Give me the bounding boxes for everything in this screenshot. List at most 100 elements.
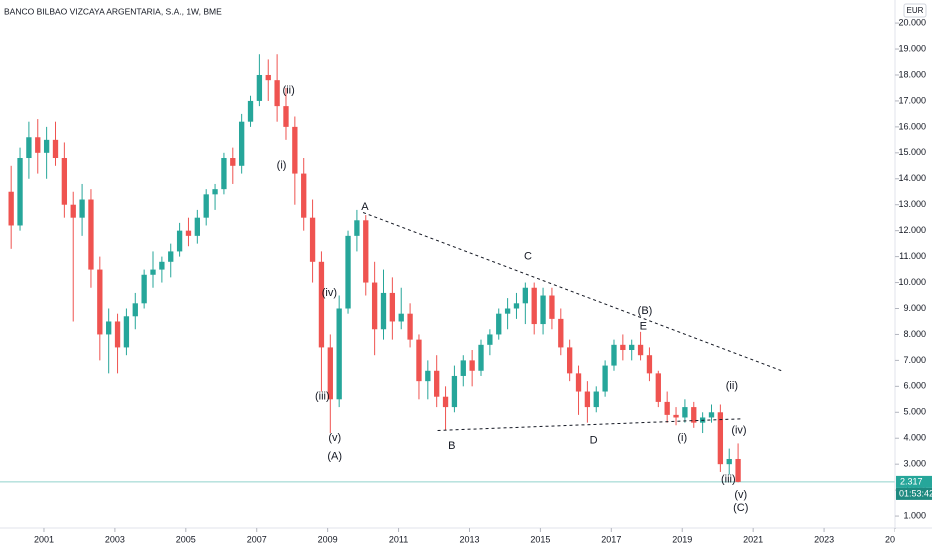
wave-label: (i) bbox=[677, 432, 687, 444]
candle-body bbox=[318, 261, 325, 348]
candle-body bbox=[451, 375, 458, 408]
candle-body bbox=[17, 158, 23, 226]
candle-body bbox=[487, 334, 493, 345]
candle-body bbox=[602, 365, 608, 392]
candle-body bbox=[114, 321, 121, 348]
wave-label: E bbox=[640, 321, 647, 333]
candle-body bbox=[274, 80, 280, 107]
time-axis-corner bbox=[895, 529, 932, 550]
axes: 1.0002.0003.0004.0005.0006.0007.0008.000… bbox=[34, 17, 932, 550]
price-label: 2.317 bbox=[900, 476, 923, 486]
candle-body bbox=[575, 373, 582, 392]
candle-body bbox=[247, 100, 254, 122]
candle-body bbox=[416, 339, 422, 382]
candle-body bbox=[522, 287, 528, 304]
candle-body bbox=[726, 458, 732, 465]
candle-body bbox=[256, 74, 263, 101]
candle-body bbox=[513, 303, 520, 309]
candle-body bbox=[682, 407, 688, 418]
candle-body bbox=[363, 220, 369, 283]
price-axis bbox=[895, 0, 932, 550]
candle-body bbox=[584, 391, 591, 408]
candle-body bbox=[442, 396, 449, 408]
trendline bbox=[362, 212, 782, 372]
plot: (ii) (i) A (iv) (iii) (v) (A) B C D (B) E (ii) (i) (iv… bbox=[0, 54, 895, 514]
candle-body bbox=[735, 458, 741, 482]
chart-title: BANCO BILBAO VIZCAYA ARGENTARIA, S.A., 1… bbox=[4, 6, 222, 16]
candle-body bbox=[221, 158, 227, 190]
candle-body bbox=[708, 412, 715, 418]
y-tick-label: 6.000 bbox=[903, 381, 926, 391]
candle-body bbox=[655, 373, 661, 402]
y-tick-label: 5.000 bbox=[903, 407, 926, 417]
candle-body bbox=[309, 217, 316, 262]
wave-label: (C) bbox=[733, 502, 748, 514]
candle-body bbox=[301, 173, 307, 218]
countdown: 01:53:42 bbox=[899, 488, 932, 498]
candle-body bbox=[504, 308, 511, 314]
candle-body bbox=[43, 139, 50, 153]
y-tick-label: 3.000 bbox=[903, 459, 926, 469]
y-tick-label: 9.000 bbox=[903, 303, 926, 313]
y-tick-label: 8.000 bbox=[903, 329, 926, 339]
x-tick-label: 2011 bbox=[389, 534, 408, 544]
candle-body bbox=[549, 295, 555, 319]
candle-body bbox=[150, 269, 156, 275]
candle-body bbox=[88, 199, 94, 270]
wave-label: (i) bbox=[277, 160, 287, 172]
candle-body bbox=[496, 313, 502, 335]
x-tick-label: 2007 bbox=[247, 534, 267, 544]
candle-body bbox=[106, 321, 112, 335]
candle-body bbox=[292, 126, 298, 174]
wave-label: C bbox=[524, 251, 532, 263]
y-tick-label: 10.000 bbox=[898, 277, 926, 287]
wave-label: (iii) bbox=[721, 474, 736, 486]
candle-body bbox=[611, 344, 617, 366]
candle-body bbox=[97, 269, 103, 335]
wave-label: (iv) bbox=[322, 287, 337, 299]
wave-label: A bbox=[361, 201, 369, 213]
candle-body bbox=[168, 251, 174, 262]
currency-box[interactable] bbox=[903, 3, 927, 18]
wave-label: (iii) bbox=[315, 391, 330, 403]
candle-body bbox=[646, 355, 653, 374]
candle-body bbox=[35, 137, 41, 153]
price-label-box bbox=[896, 475, 932, 488]
candle-body bbox=[380, 292, 387, 330]
candle-body bbox=[389, 292, 396, 322]
candle-body bbox=[673, 414, 679, 418]
y-tick-label: 1.000 bbox=[903, 510, 926, 520]
candle-body bbox=[141, 274, 147, 304]
x-tick-label: 2001 bbox=[34, 534, 54, 544]
candle-body bbox=[637, 344, 644, 356]
candle-body bbox=[159, 261, 165, 270]
candle-body bbox=[434, 370, 440, 397]
y-tick-label: 19.000 bbox=[898, 43, 926, 53]
y-tick-label: 17.000 bbox=[898, 95, 926, 105]
candle-body bbox=[469, 360, 475, 371]
wave-label: (v) bbox=[734, 489, 747, 501]
x-tick-label: 2003 bbox=[105, 534, 125, 544]
wave-label: (v) bbox=[328, 432, 341, 444]
y-tick-label: 18.000 bbox=[898, 69, 926, 79]
x-tick-label: 2019 bbox=[672, 534, 692, 544]
candle-body bbox=[478, 344, 484, 371]
candle-body bbox=[230, 158, 236, 166]
candle-body bbox=[212, 189, 218, 195]
candle-body bbox=[327, 347, 333, 400]
candle-body bbox=[79, 199, 85, 218]
candle-body bbox=[371, 282, 378, 330]
candle-body bbox=[407, 313, 413, 340]
candle-body bbox=[283, 106, 289, 127]
y-tick-label: 7.000 bbox=[903, 355, 926, 365]
candle-body bbox=[265, 74, 271, 81]
candle-body bbox=[8, 191, 14, 226]
candle-body bbox=[629, 344, 635, 351]
candle-body bbox=[185, 230, 192, 236]
candle-body bbox=[26, 137, 32, 159]
y-tick-label: 12.000 bbox=[898, 225, 926, 235]
wave-label: (B) bbox=[638, 305, 653, 317]
candle-body bbox=[540, 295, 546, 325]
